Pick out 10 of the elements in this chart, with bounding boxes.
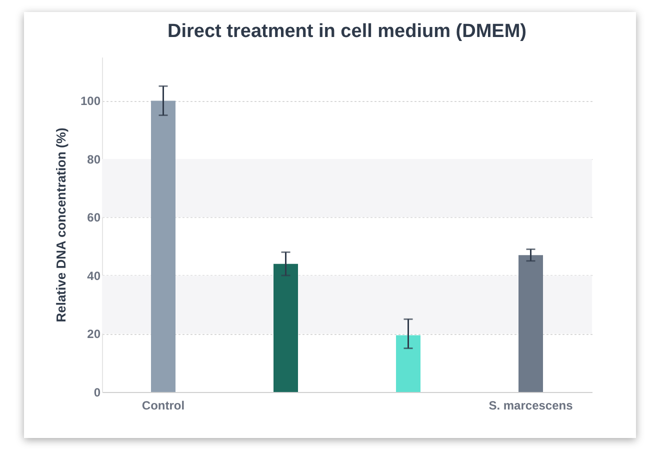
y-tick-label: 20 bbox=[87, 327, 101, 342]
chart-title: Direct treatment in cell medium (DMEM) bbox=[168, 21, 526, 42]
y-tick-label: 40 bbox=[87, 268, 101, 283]
x-tick-label: Control bbox=[142, 398, 185, 412]
y-tick-label: 60 bbox=[87, 210, 101, 225]
y-tick-label: 0 bbox=[94, 386, 101, 400]
y-tick-label: 80 bbox=[87, 152, 101, 166]
x-tick-label: S. marcescens bbox=[488, 398, 574, 412]
y-axis-title: Relative DNA concentration (%) bbox=[53, 128, 68, 322]
y-tick-label: 100 bbox=[80, 94, 101, 108]
